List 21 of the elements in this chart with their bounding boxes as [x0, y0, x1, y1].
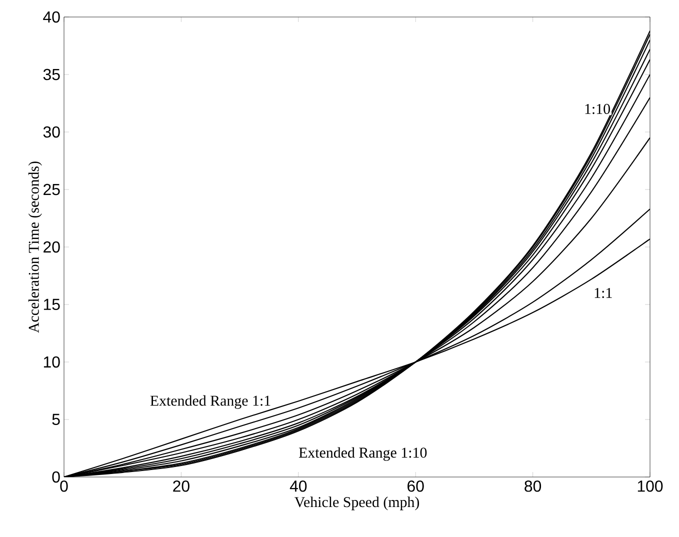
y-tick-label: 0: [52, 471, 60, 483]
y-tick-label: 20: [44, 241, 60, 253]
x-axis-title: Vehicle Speed (mph): [294, 496, 420, 510]
y-tick-label: 15: [44, 298, 60, 310]
y-axis-title: Acceleration Time (seconds): [28, 162, 42, 333]
x-tick-label: 60: [408, 480, 424, 492]
y-tick-label: 30: [43, 126, 60, 138]
x-tick-label: 20: [173, 480, 190, 492]
y-tick-label: 25: [44, 184, 60, 196]
y-tick-label: 40: [43, 11, 60, 23]
y-tick-label: 5: [52, 414, 60, 426]
x-tick-label: 100: [638, 480, 663, 492]
annotation: Extended Range 1:10: [298, 447, 427, 461]
x-tick-label: 80: [524, 480, 542, 492]
x-tick-label: 40: [290, 480, 307, 492]
annotation: Extended Range 1:1: [150, 395, 270, 409]
y-tick-label: 10: [44, 356, 60, 368]
annotation: 1:10: [585, 104, 610, 114]
x-tick-label: 0: [60, 480, 68, 492]
annotation: 1:1: [594, 288, 612, 298]
y-tick-label: 35: [43, 68, 60, 80]
